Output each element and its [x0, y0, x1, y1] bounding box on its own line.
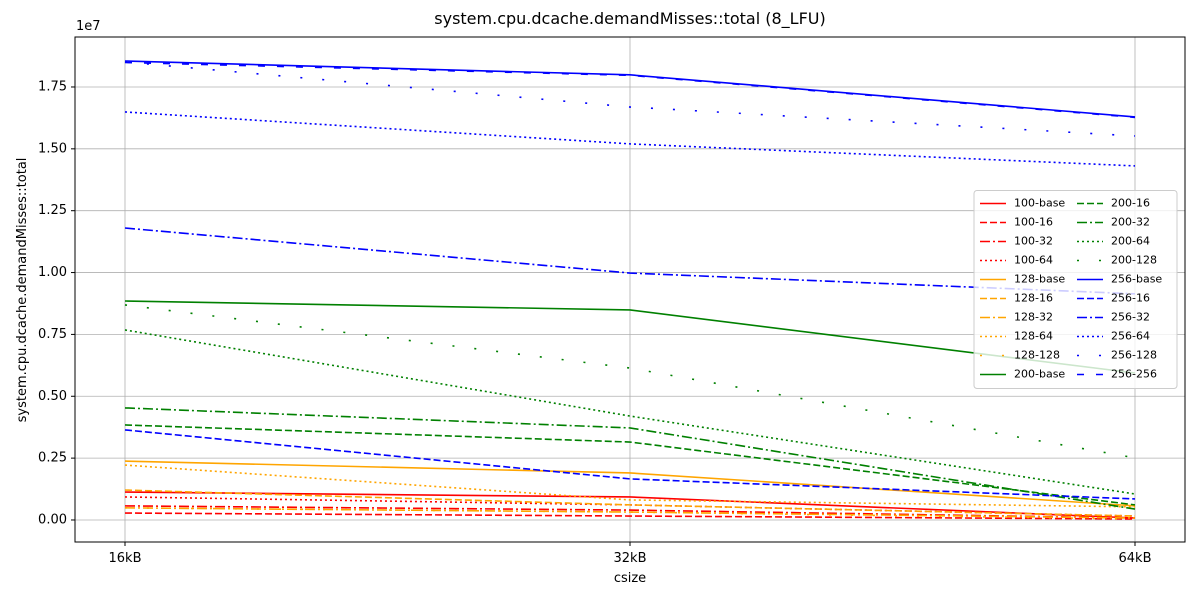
legend-label: 128-32: [1014, 311, 1053, 324]
series-line: [124, 512, 1136, 520]
series-line: [124, 61, 1136, 119]
legend-label: 100-32: [1014, 235, 1053, 248]
legend-label: 128-16: [1014, 292, 1053, 305]
legend-label: 256-base: [1111, 273, 1162, 286]
series-line: [124, 300, 1136, 374]
x-tick-label: 64kB: [1119, 551, 1152, 566]
series-line: [124, 227, 1136, 295]
legend-label: 100-16: [1014, 216, 1053, 229]
series-line: [124, 429, 1136, 500]
y-tick-label: 1.25: [38, 203, 67, 218]
series-line: [124, 491, 1136, 519]
y-tick-label: 0.25: [38, 451, 67, 466]
legend-label: 256-32: [1111, 311, 1150, 324]
legend-label: 200-16: [1111, 197, 1150, 210]
y-tick-label: 1.50: [38, 141, 67, 156]
legend-label: 128-base: [1014, 273, 1065, 286]
legend-label: 128-64: [1014, 330, 1053, 343]
x-axis-label: csize: [614, 571, 646, 586]
series-line: [124, 489, 1136, 517]
y-tick-label: 0.00: [38, 512, 67, 527]
legend-label: 100-base: [1014, 197, 1065, 210]
series-line: [124, 424, 1136, 506]
series-line: [124, 507, 1136, 519]
series-line: [124, 61, 1136, 137]
legend-label: 128-128: [1014, 349, 1060, 362]
series-line: [124, 111, 1136, 167]
plot-frame: [74, 36, 1186, 543]
chart-title: system.cpu.dcache.demandMisses::total (8…: [434, 9, 825, 29]
series-line: [124, 329, 1136, 495]
y-tick-label: 0.50: [38, 389, 67, 404]
x-tick-label: 16kB: [109, 551, 142, 566]
series-line: [124, 464, 1136, 508]
y-tick-label: 1.75: [38, 79, 67, 94]
y-tick-label: 1.00: [38, 265, 67, 280]
legend-box: [973, 190, 1178, 389]
legend-label: 200-32: [1111, 216, 1150, 229]
legend-label: 200-128: [1111, 254, 1157, 267]
legend: 100-base 100-16 100-32 100-64 128-base 128-16…: [973, 190, 1178, 389]
legend-label: 256-16: [1111, 292, 1150, 305]
legend-label: 200-base: [1014, 368, 1065, 381]
series-line: [124, 460, 1136, 507]
legend-label: 100-64: [1014, 254, 1053, 267]
legend-label: 256-64: [1111, 330, 1150, 343]
y-offset-label: 1e7: [76, 19, 101, 34]
legend-label: 256-128: [1111, 349, 1157, 362]
legend-label: 200-64: [1111, 235, 1150, 248]
x-tick-label: 32kB: [614, 551, 647, 566]
legend-label: 256-256: [1111, 368, 1157, 381]
series-line: [124, 407, 1136, 510]
y-axis-label: system.cpu.dcache.demandMisses::total: [15, 158, 30, 423]
y-tick-label: 0.75: [38, 327, 67, 342]
